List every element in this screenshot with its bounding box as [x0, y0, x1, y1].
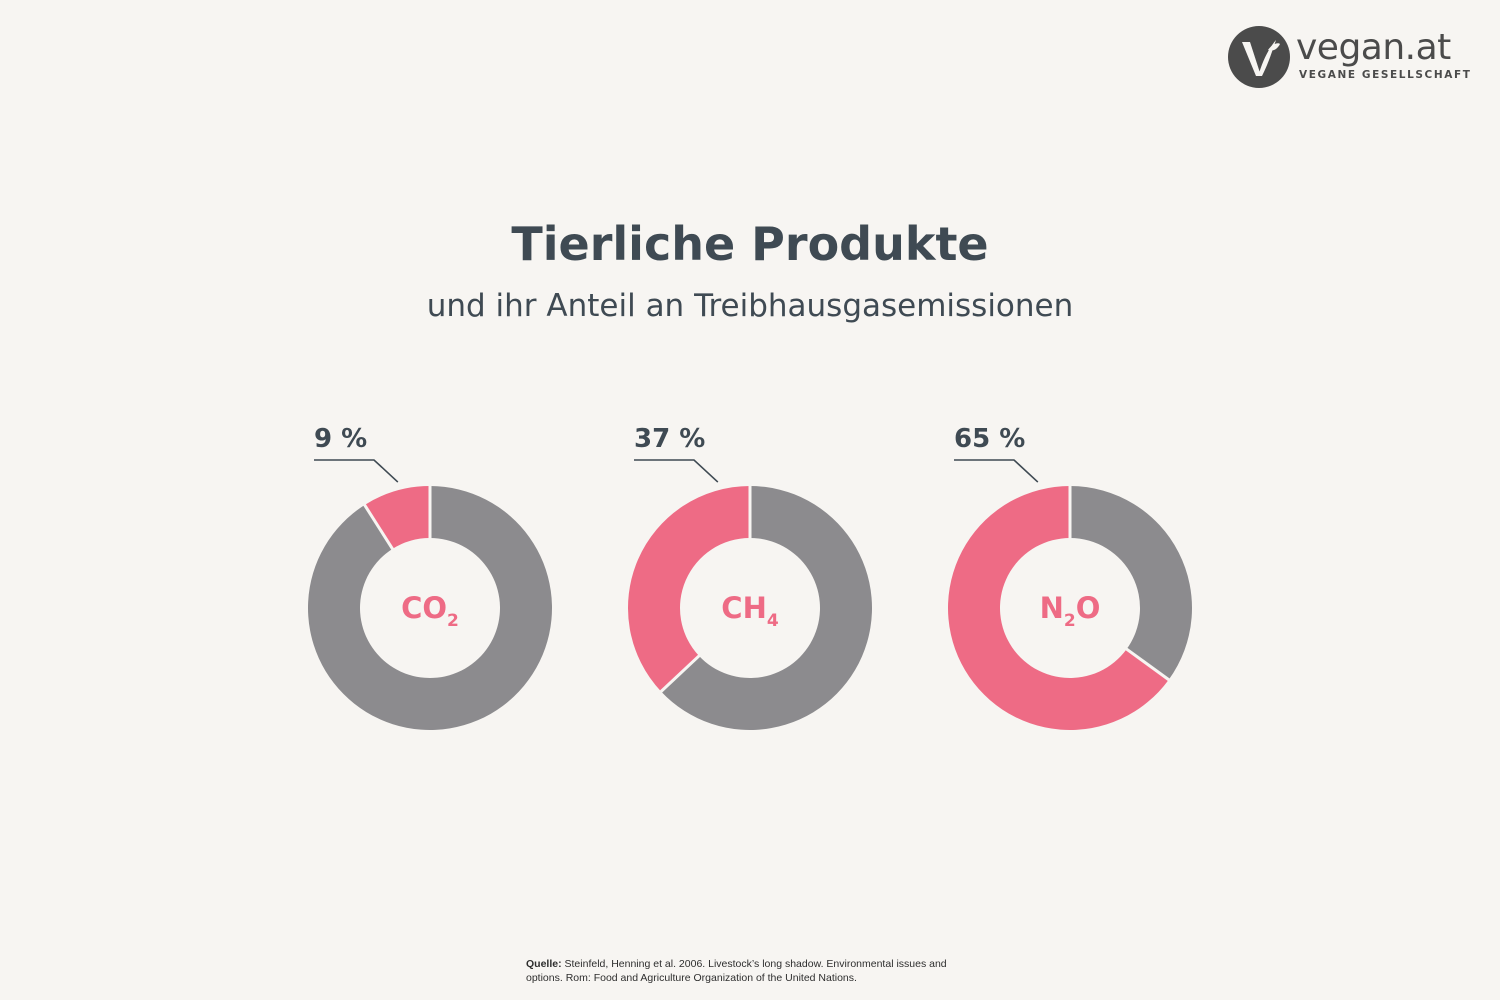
- donut-chart-ch4: 37 % CH4: [627, 424, 872, 730]
- percent-leader-line: [634, 459, 719, 483]
- slice-remainder: [307, 486, 553, 730]
- donut-chart-co2: 9 % CO2: [307, 424, 553, 730]
- percent-leader-line: [314, 459, 399, 483]
- percent-leader-line: [954, 459, 1039, 483]
- gas-label: CH4: [721, 591, 779, 631]
- slice-remainder: [661, 486, 872, 730]
- slice-animal-share: [364, 486, 430, 549]
- source-text: Steinfeld, Henning et al. 2006. Livestoc…: [526, 958, 947, 984]
- chart-title: Tierliche Produkte: [511, 217, 989, 271]
- donut-chart-n2o: 65 % N2O: [947, 424, 1192, 731]
- percent-label: 65 %: [954, 424, 1025, 454]
- brand-name: vegan.at: [1296, 27, 1451, 68]
- percent-label: 9 %: [314, 424, 367, 454]
- percent-label: 37 %: [634, 424, 705, 454]
- slice-separator: [362, 502, 395, 552]
- source-note: Quelle: Steinfeld, Henning et al. 2006. …: [526, 958, 986, 985]
- gas-label: CO2: [401, 591, 459, 631]
- chart-subtitle: und ihr Anteil an Treibhausgasemissionen: [426, 288, 1074, 324]
- source-label: Quelle:: [526, 958, 562, 970]
- slice-animal-share: [627, 485, 750, 692]
- slice-remainder: [1070, 486, 1192, 680]
- slice-animal-share: [947, 485, 1169, 731]
- vegan-v-logo-icon: [1228, 26, 1290, 88]
- gas-label: N2O: [1040, 591, 1101, 631]
- brand-logo: vegan.at VEGANE GESELLSCHAFT: [1228, 26, 1478, 90]
- brand-tagline: VEGANE GESELLSCHAFT: [1299, 69, 1472, 81]
- slice-separator: [1124, 646, 1172, 683]
- slice-separator: [658, 653, 702, 694]
